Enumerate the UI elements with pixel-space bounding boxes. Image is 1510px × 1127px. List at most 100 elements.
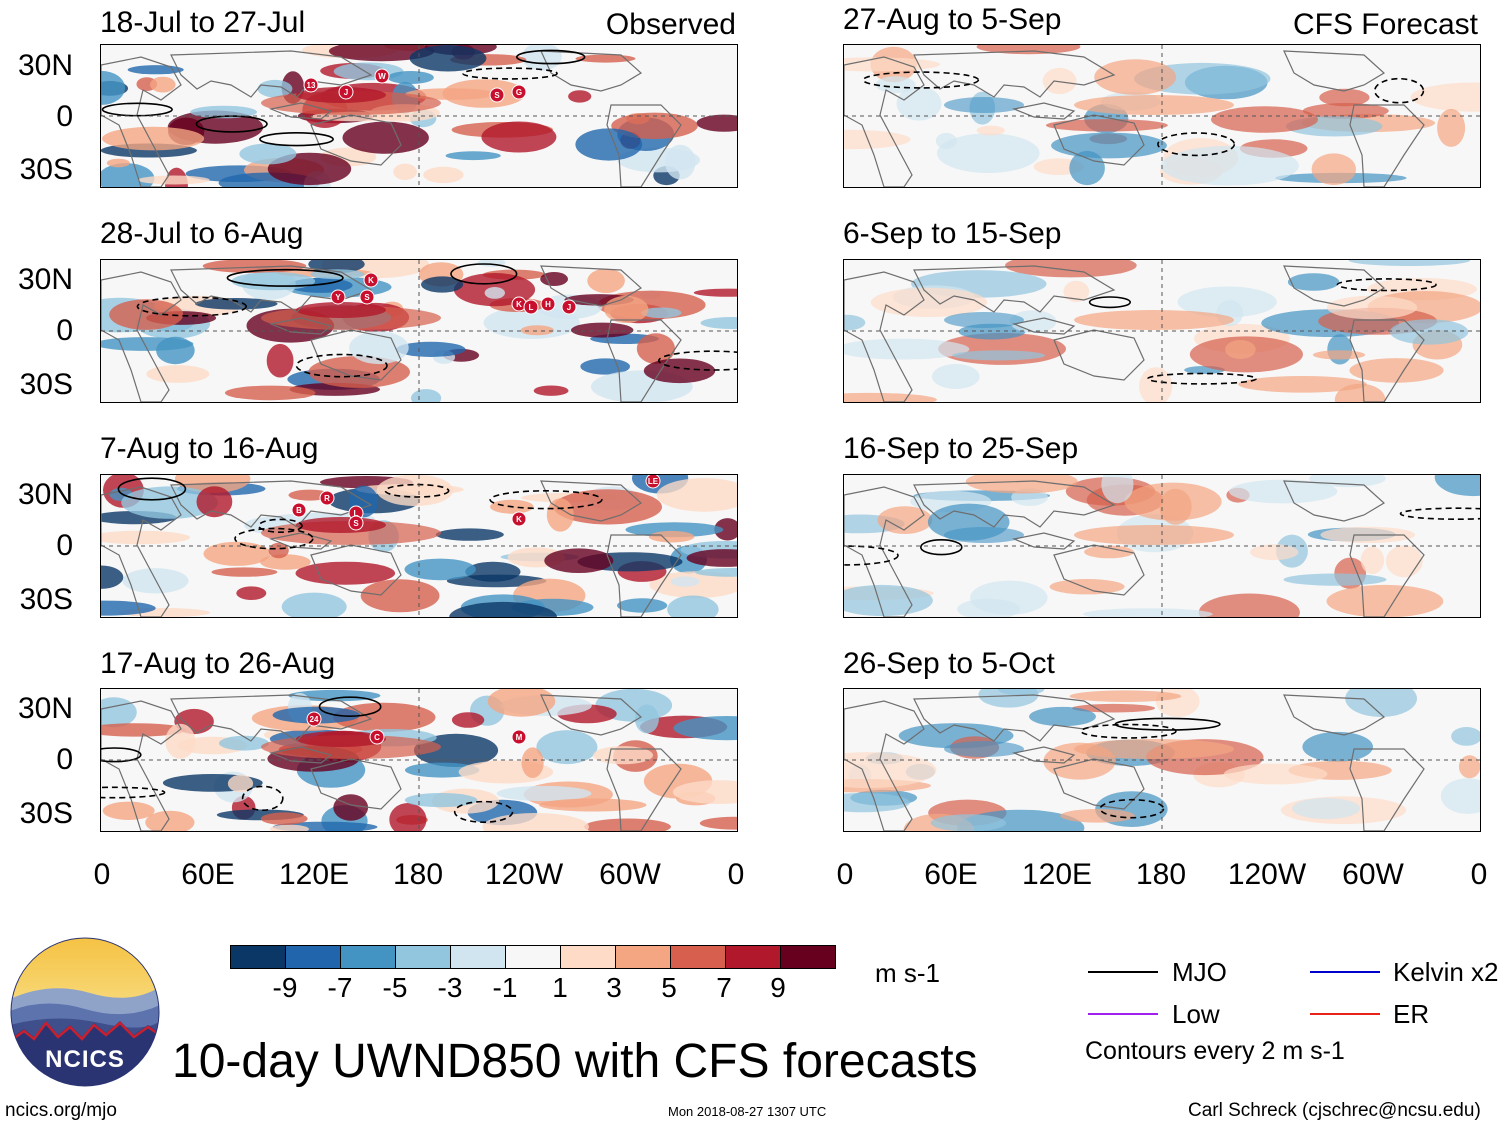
lon-tick-0e-left: 0 — [727, 858, 745, 891]
lon-tick-120w-right: 120W — [1227, 858, 1307, 891]
colorbar-label: 5 — [661, 972, 677, 1003]
storm-marker: C — [369, 729, 385, 745]
lat-tick-30n-1: 30N — [17, 49, 73, 82]
colorbar-swatch-8 — [616, 946, 671, 968]
colorbar-label: 7 — [716, 972, 732, 1003]
colorbar-swatch-10 — [726, 946, 781, 968]
lat-tick-30s-3: 30S — [19, 583, 73, 616]
colorbar-swatch-7 — [561, 946, 616, 968]
main-title: 10-day UWND850 with CFS forecasts — [172, 1035, 978, 1088]
colorbar-label: -7 — [327, 972, 353, 1003]
storm-marker: J — [338, 84, 354, 100]
svg-text:K: K — [516, 515, 522, 524]
svg-text:J: J — [567, 303, 571, 312]
lat-tick-30s-1: 30S — [19, 153, 73, 186]
storm-marker: 13 — [303, 77, 319, 93]
map-panel-forecast-3 — [843, 474, 1481, 618]
storm-marker: K — [511, 511, 527, 527]
map-panel-observed-4: 24 C M — [100, 688, 738, 832]
colorbar-swatch-2 — [286, 946, 341, 968]
colorbar-swatch-5 — [451, 946, 506, 968]
storm-marker: 24 — [306, 711, 322, 727]
colorbar-label: -1 — [492, 972, 518, 1003]
ncics-logo: NCICS — [10, 937, 160, 1087]
cfs-forecast-label: CFS Forecast — [1292, 8, 1478, 41]
lat-tick-30s-4: 30S — [19, 797, 73, 830]
lon-tick-0-left: 0 — [93, 858, 111, 891]
panel-title-left-4: 17-Aug to 26-Aug — [100, 647, 336, 680]
panel-title-right-3: 16-Sep to 25-Sep — [843, 432, 1079, 465]
panel-title-left-3: 7-Aug to 16-Aug — [100, 432, 319, 465]
lon-tick-180-left: 180 — [392, 858, 444, 891]
colorbar-label: -9 — [272, 972, 298, 1003]
svg-text:L: L — [354, 509, 359, 518]
lon-tick-180-right: 180 — [1135, 858, 1187, 891]
footer-url[interactable]: ncics.org/mjo — [5, 1100, 117, 1121]
svg-text:LE: LE — [648, 477, 659, 486]
colorbar-units: m s-1 — [875, 958, 940, 988]
svg-text:K: K — [368, 276, 374, 285]
lon-tick-60w-right: 60W — [1342, 858, 1404, 891]
svg-text:R: R — [324, 494, 330, 503]
legend-er-label: ER — [1393, 999, 1430, 1029]
storm-marker: M — [511, 729, 527, 745]
lon-tick-0-right: 0 — [836, 858, 854, 891]
map-panel-observed-1: 13 J W S G — [100, 44, 738, 188]
map-panel-forecast-2 — [843, 259, 1481, 403]
svg-text:S: S — [353, 519, 359, 528]
colorbar-label: -3 — [437, 972, 463, 1003]
lon-tick-60e-left: 60E — [181, 858, 235, 891]
svg-text:J: J — [344, 88, 348, 97]
storm-marker: S — [489, 87, 505, 103]
legend-mjo-label: MJO — [1172, 957, 1227, 987]
storm-marker: Y — [330, 289, 346, 305]
storm-marker: R — [319, 490, 335, 506]
legend-low-line — [1088, 1013, 1158, 1015]
colorbar-label: 3 — [606, 972, 622, 1003]
svg-text:M: M — [516, 733, 523, 742]
colorbar-swatch-4 — [396, 946, 451, 968]
colorbar-swatch-9 — [671, 946, 726, 968]
panel-title-right-2: 6-Sep to 15-Sep — [843, 217, 1062, 250]
svg-text:B: B — [296, 506, 302, 515]
colorbar-swatch-6 — [506, 946, 561, 968]
storm-marker: H — [540, 296, 556, 312]
lat-tick-0-2: 0 — [56, 314, 73, 347]
storm-marker: W — [374, 68, 390, 84]
lon-tick-0e-right: 0 — [1470, 858, 1488, 891]
lon-tick-120e-left: 120E — [278, 858, 350, 891]
lon-tick-120w-left: 120W — [484, 858, 564, 891]
lat-tick-0-4: 0 — [56, 743, 73, 776]
colorbar-label: 1 — [552, 972, 568, 1003]
storm-marker: K — [363, 272, 379, 288]
svg-text:W: W — [378, 72, 386, 81]
contour-note: Contours every 2 m s-1 — [1085, 1037, 1345, 1065]
storm-marker: G — [511, 84, 527, 100]
colorbar-swatch-1 — [231, 946, 286, 968]
lat-tick-0-3: 0 — [56, 529, 73, 562]
storm-marker: LE — [645, 475, 661, 489]
legend-er-line — [1310, 1013, 1380, 1015]
lat-tick-30n-3: 30N — [17, 478, 73, 511]
legend-kelvin-label: Kelvin x2 — [1393, 957, 1499, 987]
lat-tick-0-1: 0 — [56, 100, 73, 133]
svg-text:K: K — [516, 300, 522, 309]
svg-text:C: C — [374, 733, 380, 742]
lat-tick-30n-4: 30N — [17, 692, 73, 725]
storm-marker: S — [359, 289, 375, 305]
svg-text:24: 24 — [310, 715, 319, 724]
colorbar-label: 9 — [770, 972, 786, 1003]
panel-title-right-4: 26-Sep to 5-Oct — [843, 647, 1055, 680]
svg-text:13: 13 — [307, 81, 316, 90]
storm-marker: J — [561, 299, 577, 315]
storm-marker: B — [291, 502, 307, 518]
lat-tick-30n-2: 30N — [17, 263, 73, 296]
lat-tick-30s-2: 30S — [19, 368, 73, 401]
footer-credit: Carl Schreck (cjschrec@ncsu.edu) — [1188, 1100, 1481, 1121]
colorbar-label: -5 — [382, 972, 408, 1003]
svg-text:G: G — [516, 88, 522, 97]
svg-text:Y: Y — [335, 293, 341, 302]
colorbar-swatch-11 — [781, 946, 835, 968]
footer-timestamp: Mon 2018-08-27 1307 UTC — [668, 1104, 827, 1119]
